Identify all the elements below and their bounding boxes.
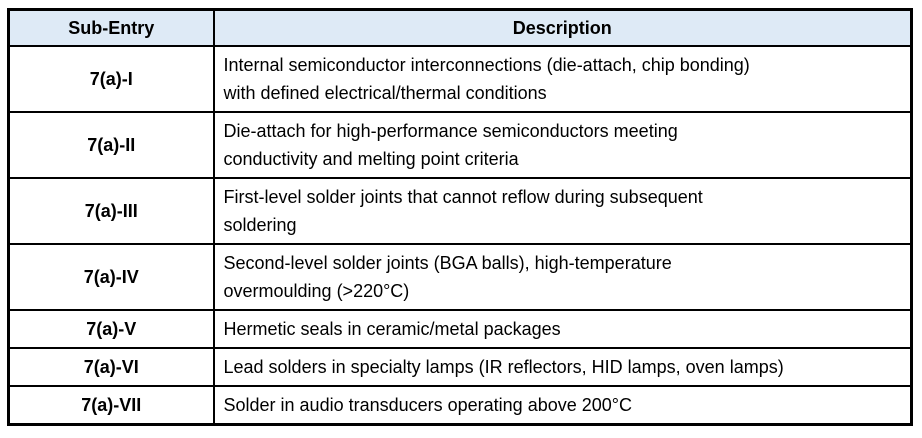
sub-entry-cell: 7(a)-IV — [7, 243, 215, 311]
sub-entry-cell: 7(a)-VI — [7, 347, 215, 387]
sub-entry-cell: 7(a)-I — [7, 45, 215, 113]
header-cell-description: Description — [212, 8, 913, 47]
sub-entry-table: Sub-Entry Description 7(a)-I Internal se… — [7, 8, 913, 426]
table-row: 7(a)-V Hermetic seals in ceramic/metal p… — [7, 309, 913, 349]
description-cell: Internal semiconductor interconnections … — [212, 45, 913, 113]
description-cell: Lead solders in specialty lamps (IR refl… — [212, 347, 913, 387]
sub-entry-cell: 7(a)-III — [7, 177, 215, 245]
table-row: 7(a)-I Internal semiconductor interconne… — [7, 45, 913, 113]
table-row: 7(a)-IV Second-level solder joints (BGA … — [7, 243, 913, 311]
description-cell: Die-attach for high-performance semicond… — [212, 111, 913, 179]
table-row: 7(a)-II Die-attach for high-performance … — [7, 111, 913, 179]
sub-entry-cell: 7(a)-VII — [7, 385, 215, 426]
header-cell-sub-entry: Sub-Entry — [7, 8, 215, 47]
sub-entry-cell: 7(a)-V — [7, 309, 215, 349]
table-row: 7(a)-III First-level solder joints that … — [7, 177, 913, 245]
table-row: 7(a)-VI Lead solders in specialty lamps … — [7, 347, 913, 387]
description-cell: Second-level solder joints (BGA balls), … — [212, 243, 913, 311]
description-cell: Solder in audio transducers operating ab… — [212, 385, 913, 426]
description-cell: First-level solder joints that cannot re… — [212, 177, 913, 245]
table-row: 7(a)-VII Solder in audio transducers ope… — [7, 385, 913, 426]
description-cell: Hermetic seals in ceramic/metal packages — [212, 309, 913, 349]
header-row: Sub-Entry Description — [7, 8, 913, 47]
sub-entry-cell: 7(a)-II — [7, 111, 215, 179]
